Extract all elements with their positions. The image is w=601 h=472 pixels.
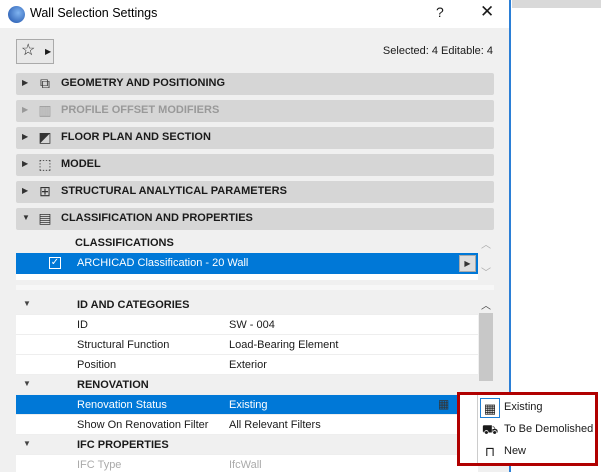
classification-icon: ▤ [38,210,52,226]
group-ifc-properties[interactable]: ▼ IFC PROPERTIES [16,435,478,455]
option-new[interactable]: ⊓ New [480,441,598,463]
properties-table: ▼ ID AND CATEGORIES ID SW - 004 Structural… [16,295,478,472]
property-row[interactable]: Structural Function Load-Bearing Element [16,335,478,355]
property-row[interactable]: Position Exterior [16,355,478,375]
collapse-arrow-icon: ▼ [23,299,31,308]
property-row[interactable]: Show On Renovation Filter All Relevant Fi… [16,415,478,435]
model-icon: ⬚ [38,156,52,172]
section-floor-plan-and-section[interactable]: ▶ ◩ FLOOR PLAN AND SECTION [16,127,494,149]
section-profile-offset-modifiers: ▶ ▥ PROFILE OFFSET MODIFIERS [16,100,494,122]
classification-row[interactable]: ✓ ARCHICAD Classification - 20 Wall ▶ [16,253,478,274]
collapse-arrow-icon: ▼ [23,379,31,388]
floor-plan-icon: ◩ [38,129,52,145]
expand-arrow-icon: ▶ [22,132,29,141]
triangle-right-icon: ▶ [45,47,52,56]
renovation-status-popup: ▦ Existing ⛟ To Be Demolished ⊓ New [457,392,598,466]
wall-selection-settings-dialog: Wall Selection Settings ? ✕ ☆ ▶ Selected:… [0,0,511,472]
option-to-be-demolished[interactable]: ⛟ To Be Demolished [480,419,598,441]
help-button[interactable]: ? [436,4,444,20]
background-toolbar [512,0,601,8]
property-row[interactable]: ID SW - 004 [16,315,478,335]
bulldozer-icon: ⛟ [481,422,499,437]
expand-arrow-icon: ▶ [22,78,29,87]
classification-picker-button[interactable]: ▶ [459,255,476,272]
brick-wall-icon: ▦ [438,397,450,411]
scroll-up-icon[interactable]: ︿ [481,240,491,251]
close-button[interactable]: ✕ [480,2,495,21]
geometry-icon: ⧉ [40,75,50,91]
structural-icon: ⊞ [39,183,51,199]
section-geometry-and-positioning[interactable]: ▶ ⧉ GEOMETRY AND POSITIONING [16,73,494,95]
window-title: Wall Selection Settings [30,6,158,20]
selection-info: Selected: 4 Editable: 4 [382,45,493,57]
classifications-header: CLASSIFICATIONS [16,233,478,253]
property-row-renovation-status[interactable]: Renovation Status Existing [16,395,478,415]
splitter[interactable] [16,285,494,290]
option-existing[interactable]: ▦ Existing [480,397,598,419]
scroll-up-icon[interactable]: ︿ [481,301,491,312]
crane-icon: ⊓ [484,444,496,459]
group-renovation[interactable]: ▼ RENOVATION [16,375,478,395]
star-icon: ☆ [21,42,36,59]
classification-checkbox[interactable]: ✓ [49,257,61,269]
profile-icon: ▥ [38,102,52,118]
favorites-button[interactable]: ☆ ▶ [16,39,54,64]
group-id-and-categories[interactable]: ▼ ID AND CATEGORIES [16,295,478,315]
section-classification-and-properties[interactable]: ▼ ▤ CLASSIFICATION AND PROPERTIES [16,208,494,230]
section-structural-analytical-parameters[interactable]: ▶ ⊞ STRUCTURAL ANALYTICAL PARAMETERS [16,181,494,203]
scroll-down-icon[interactable]: ﹀ [481,268,491,279]
section-model[interactable]: ▶ ⬚ MODEL [16,154,494,176]
brick-wall-icon: ▦ [480,398,500,418]
archicad-logo-icon [8,6,25,23]
collapse-arrow-icon: ▼ [22,213,30,222]
expand-arrow-icon: ▶ [22,105,29,114]
expand-arrow-icon: ▶ [22,186,29,195]
title-bar: Wall Selection Settings ? ✕ [0,0,509,28]
classification-name: ARCHICAD Classification - 20 Wall [77,257,249,269]
collapse-arrow-icon: ▼ [23,439,31,448]
scrollbar-thumb[interactable] [479,313,493,381]
classifications-list: CLASSIFICATIONS ✓ ARCHICAD Classificatio… [16,233,478,280]
expand-arrow-icon: ▶ [22,159,29,168]
property-row: IFC Type IfcWall [16,455,478,472]
